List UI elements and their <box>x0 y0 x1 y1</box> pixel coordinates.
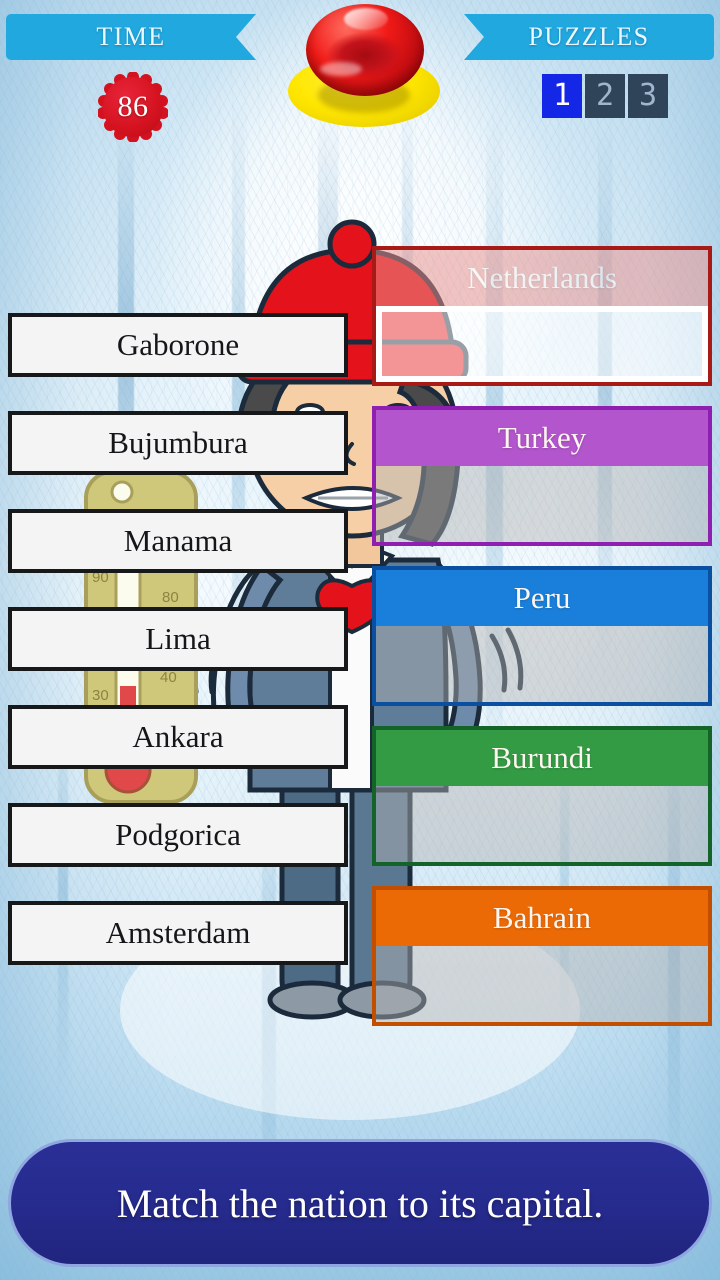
country-card-body-turkey <box>376 466 708 542</box>
country-card-body-bahrain <box>376 946 708 1022</box>
puzzle-digit-3: 3 <box>628 74 668 118</box>
country-card-burundi[interactable]: Burundi <box>372 726 712 866</box>
svg-text:90: 90 <box>92 569 109 586</box>
country-card-body-netherlands <box>376 306 708 382</box>
capital-button-lima[interactable]: Lima <box>8 607 348 671</box>
instruction-text: Match the nation to its capital. <box>116 1180 604 1226</box>
country-card-body-burundi <box>376 786 708 862</box>
country-card-header-bahrain: Bahrain <box>376 890 708 946</box>
timer-badge-disc <box>103 77 163 137</box>
svg-text:80: 80 <box>162 589 179 606</box>
svg-text:40: 40 <box>160 669 177 686</box>
country-card-peru[interactable]: Peru <box>372 566 712 706</box>
time-ribbon: TIME <box>6 14 256 60</box>
country-card-netherlands[interactable]: Netherlands <box>372 246 712 386</box>
country-card-header-burundi: Burundi <box>376 730 708 786</box>
country-card-body-peru <box>376 626 708 702</box>
time-label: TIME <box>96 22 166 51</box>
capital-answer-list: Gaborone Bujumbura Manama Lima Ankara Po… <box>8 313 348 999</box>
puzzles-ribbon: PUZZLES <box>464 14 714 60</box>
instruction-banner: Match the nation to its capital. <box>8 1139 712 1267</box>
timer-value: 86 <box>117 90 149 123</box>
country-card-header-peru: Peru <box>376 570 708 626</box>
country-card-header-netherlands: Netherlands <box>376 250 708 306</box>
capital-button-ankara[interactable]: Ankara <box>8 705 348 769</box>
country-card-header-turkey: Turkey <box>376 410 708 466</box>
push-button-highlight-lower <box>320 62 362 76</box>
puzzle-digit-2: 2 <box>585 74 625 118</box>
capital-button-podgorica[interactable]: Podgorica <box>8 803 348 867</box>
top-status-bar: TIME PUZZLES <box>0 0 720 142</box>
puzzle-counter: 1 2 3 <box>542 74 668 118</box>
country-card-turkey[interactable]: Turkey <box>372 406 712 546</box>
capital-button-manama[interactable]: Manama <box>8 509 348 573</box>
capital-button-gaborone[interactable]: Gaborone <box>8 313 348 377</box>
timer-badge: 86 <box>98 72 168 142</box>
country-card-bahrain[interactable]: Bahrain <box>372 886 712 1026</box>
push-button-highlight <box>344 8 388 30</box>
svg-text:30: 30 <box>92 687 109 704</box>
capital-button-amsterdam[interactable]: Amsterdam <box>8 901 348 965</box>
puzzle-digit-1: 1 <box>542 74 582 118</box>
country-card-list: Netherlands Turkey Peru Burundi Bahrain <box>372 246 712 1046</box>
capital-button-bujumbura[interactable]: Bujumbura <box>8 411 348 475</box>
puzzles-label: PUZZLES <box>528 22 650 51</box>
red-push-button[interactable] <box>288 0 440 131</box>
